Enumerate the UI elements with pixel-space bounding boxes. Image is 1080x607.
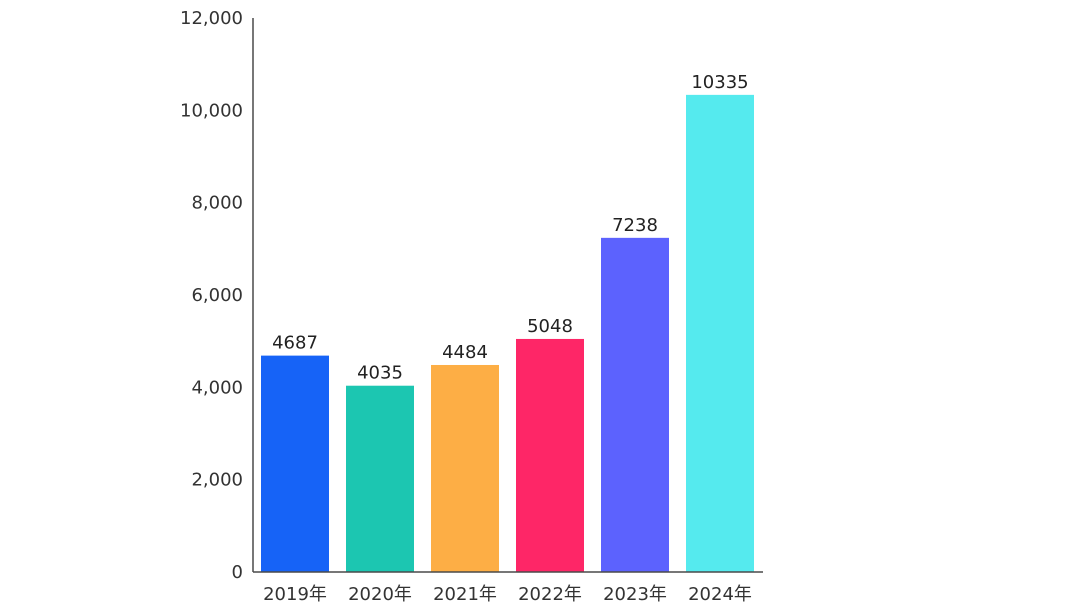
y-tick-label: 2,000 xyxy=(191,470,243,491)
y-tick-label: 0 xyxy=(232,562,243,583)
x-tick-label: 2021年 xyxy=(433,584,497,605)
y-tick-label: 4,000 xyxy=(191,377,243,398)
y-axis-ticks: 0 2,000 4,000 6,000 8,000 10,000 12,000 xyxy=(180,8,243,583)
bar-2023 xyxy=(601,237,669,572)
bar-2019 xyxy=(261,355,329,572)
bar-value-label: 4687 xyxy=(272,333,318,354)
y-tick-label: 10,000 xyxy=(180,100,243,121)
x-tick-label: 2024年 xyxy=(688,584,752,605)
bar-2020 xyxy=(346,385,414,572)
x-axis-ticks: 2019年 2020年 2021年 2022年 2023年 2024年 xyxy=(263,584,752,605)
bar-value-label: 7238 xyxy=(612,215,658,236)
bar-2021 xyxy=(431,364,499,572)
data-labels-group: 4687 4035 4484 5048 7238 10335 xyxy=(272,72,749,384)
y-tick-label: 6,000 xyxy=(191,285,243,306)
x-tick-label: 2023年 xyxy=(603,584,667,605)
x-tick-label: 2022年 xyxy=(518,584,582,605)
y-tick-label: 8,000 xyxy=(191,193,243,214)
bar-2024 xyxy=(686,94,754,573)
bar-value-label: 4035 xyxy=(357,363,403,384)
x-tick-label: 2020年 xyxy=(348,584,412,605)
bar-value-label: 5048 xyxy=(527,316,573,337)
bars-group xyxy=(261,94,754,573)
bar-value-label: 4484 xyxy=(442,342,488,363)
bar-value-label: 10335 xyxy=(691,72,748,93)
x-tick-label: 2019年 xyxy=(263,584,327,605)
y-tick-label: 12,000 xyxy=(180,8,243,29)
bar-2022 xyxy=(516,338,584,572)
